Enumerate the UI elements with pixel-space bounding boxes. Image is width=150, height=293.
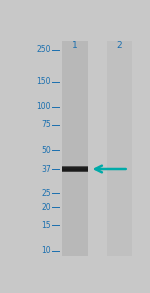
Text: 150: 150 xyxy=(36,77,51,86)
Text: 2: 2 xyxy=(117,41,122,50)
Text: 15: 15 xyxy=(41,221,51,230)
Text: 1: 1 xyxy=(72,41,78,50)
Bar xyxy=(106,41,132,256)
Bar xyxy=(62,167,88,171)
Text: 75: 75 xyxy=(41,120,51,130)
Text: 10: 10 xyxy=(41,246,51,255)
Text: 100: 100 xyxy=(36,103,51,111)
Bar xyxy=(62,41,88,256)
Text: 37: 37 xyxy=(41,164,51,173)
Text: 50: 50 xyxy=(41,146,51,155)
Text: 25: 25 xyxy=(41,189,51,198)
Text: 20: 20 xyxy=(41,203,51,212)
Text: 250: 250 xyxy=(36,45,51,54)
